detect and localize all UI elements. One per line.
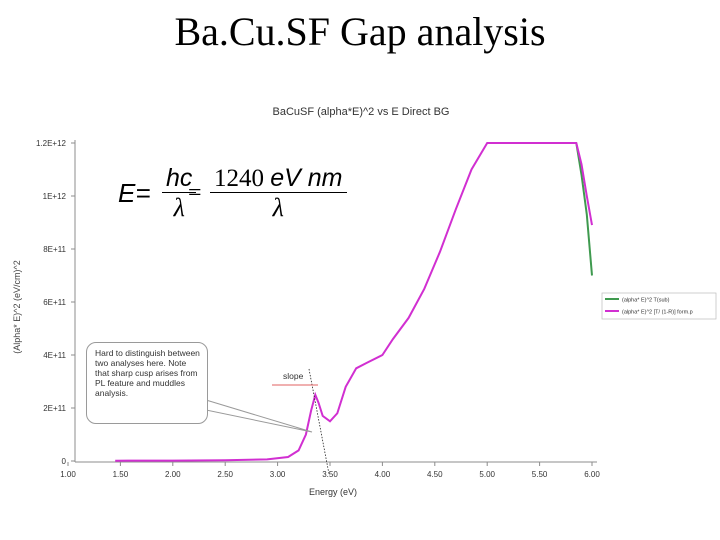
series-line-2 (115, 142, 593, 462)
x-tick-label: 1.00 (60, 470, 76, 479)
y-tick-label: 1E+12 (43, 192, 67, 201)
y-tick-label: 6E+11 (43, 298, 66, 307)
y-tick-label: 2E+11 (43, 404, 66, 413)
x-axis-label: Energy (eV) (309, 487, 357, 497)
y-tick-label: 0 (62, 457, 67, 466)
x-ticks: 1.00 1.50 2.00 2.50 3.00 3.50 4.00 4.50 5.00 5.50… (60, 462, 600, 479)
y-ticks: 0 2E+11 4E+11 6E+11 8E+11 1E+12 1.2E+12 (36, 139, 75, 466)
chart-title: BaCuSF (alpha*E)^2 vs E Direct BG (273, 106, 450, 118)
x-tick-label: 4.00 (375, 470, 391, 479)
legend-box (601, 292, 717, 320)
y-tick-label: 4E+11 (43, 351, 66, 360)
formula-equals: = (188, 180, 202, 206)
slide-title: Ba.Cu.SF Gap analysis (174, 9, 546, 54)
series-line-1 (575, 142, 593, 276)
y-tick-label: 1.2E+12 (36, 139, 67, 148)
legend-entry: (alpha* E)^2 [T/ (1-R)] form.p (622, 310, 693, 316)
formula-numerator-2: 1240 eV nm (210, 165, 347, 193)
x-tick-label: 2.50 (217, 470, 233, 479)
formula-denominator-2: λ (272, 193, 284, 222)
x-tick-label: 2.00 (165, 470, 181, 479)
formula-fraction-2: 1240 eV nm λ (210, 165, 347, 223)
formula-numerator-2a: 1240 (214, 165, 271, 192)
formula-fraction-1: hc λ (162, 165, 197, 223)
formula-denominator-1: λ (173, 193, 185, 222)
x-tick-label: 3.00 (270, 470, 286, 479)
analysis-callout: Hard to distinguish between two analyses… (86, 342, 208, 424)
x-tick-label: 3.50 (322, 470, 338, 479)
x-tick-label: 6.00 (584, 470, 600, 479)
y-axis-label: (Alpha* E)^2 (eV/cm)^2 (12, 260, 22, 353)
y-tick-label: 8E+11 (43, 245, 66, 254)
x-tick-label: 4.50 (427, 470, 443, 479)
x-tick-label: 1.50 (113, 470, 129, 479)
slope-label: slope (283, 371, 304, 381)
legend-entry: (alpha* E)^2 T(sub) (622, 298, 670, 304)
formula-lhs: E= (118, 178, 151, 208)
legend: (alpha* E)^2 T(sub) (alpha* E)^2 [T/ (1-R… (601, 292, 717, 320)
formula-numerator-2b: eV nm (270, 164, 343, 192)
energy-formula: E= hc λ = 1240 eV nm λ (118, 165, 348, 227)
callout-pointer (205, 399, 313, 433)
x-tick-label: 5.50 (532, 470, 548, 479)
plot-area (115, 142, 593, 462)
formula-numerator-1: hc (162, 165, 197, 193)
x-tick-label: 5.00 (479, 470, 495, 479)
